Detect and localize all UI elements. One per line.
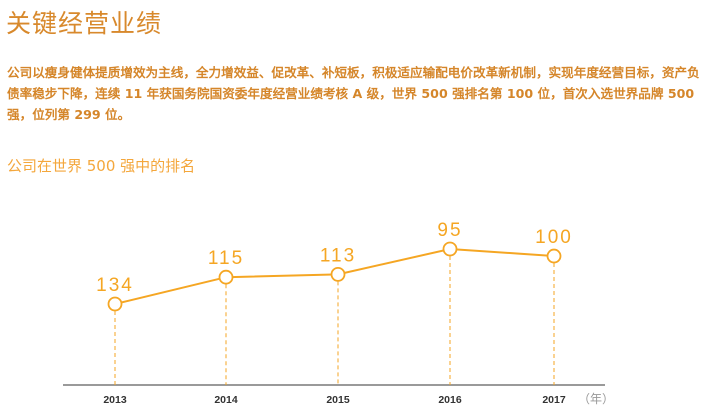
page-title: 关键经营业绩 (6, 9, 163, 38)
chart-title: 公司在世界 500 强中的排名 (7, 157, 196, 175)
data-point (442, 241, 458, 257)
x-tick-label: 2017 (542, 394, 566, 406)
x-tick-label: 2016 (438, 394, 462, 406)
data-point (330, 266, 346, 282)
x-tick-label: 2014 (214, 394, 238, 406)
data-point (546, 248, 562, 264)
data-point (218, 269, 234, 285)
data-label: 100 (535, 227, 573, 248)
x-tick-label: 2015 (326, 394, 350, 406)
data-label: 134 (96, 275, 134, 296)
data-label: 113 (320, 245, 356, 266)
data-point (107, 296, 123, 312)
description-paragraph: 公司以瘦身健体提质增效为主线，全力增效益、促改革、补短板，积极适应输配电价改革新… (7, 65, 700, 122)
data-label: 115 (208, 248, 244, 269)
x-tick-label: 2013 (103, 394, 127, 406)
data-label: 95 (437, 220, 462, 241)
x-axis-unit: （年） (578, 392, 614, 406)
